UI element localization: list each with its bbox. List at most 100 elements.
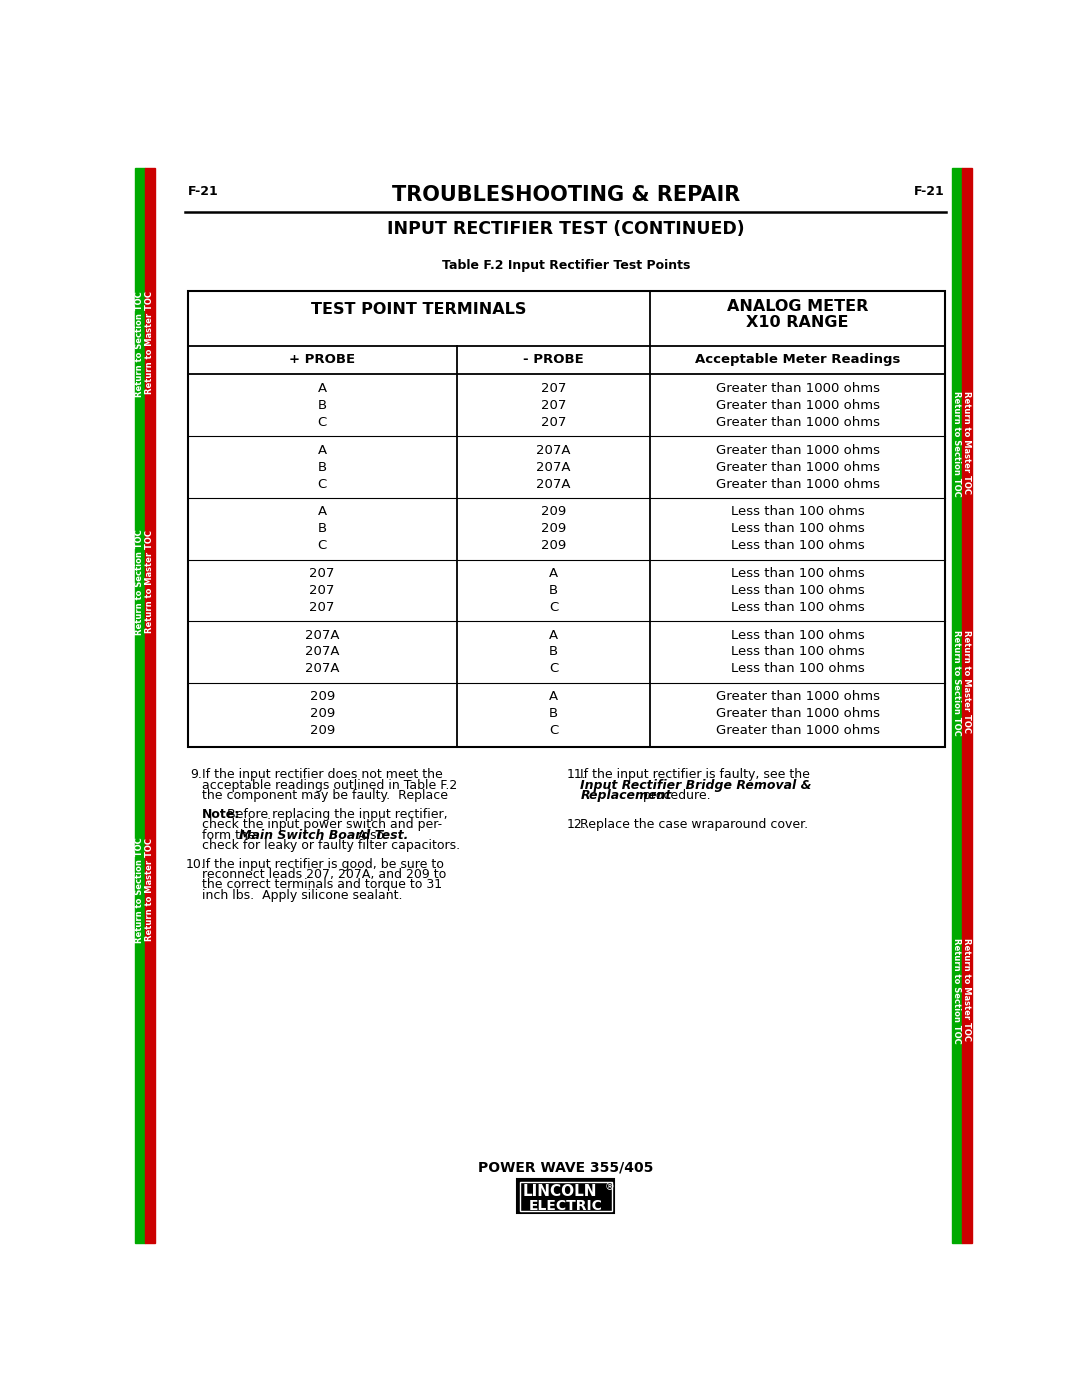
Text: Return to Master TOC: Return to Master TOC <box>962 391 971 495</box>
Text: Less than 100 ohms: Less than 100 ohms <box>731 567 864 580</box>
Text: Return to Section TOC: Return to Section TOC <box>951 937 961 1044</box>
Text: 207A: 207A <box>537 478 570 490</box>
Text: X10 RANGE: X10 RANGE <box>746 316 849 331</box>
Text: 209: 209 <box>310 724 335 738</box>
Bar <box>962 168 972 1243</box>
Text: Greater than 1000 ohms: Greater than 1000 ohms <box>716 400 879 412</box>
Text: A: A <box>549 690 558 703</box>
Text: If the input rectifier is faulty, see the: If the input rectifier is faulty, see th… <box>580 768 810 781</box>
Text: B: B <box>318 461 327 474</box>
Text: Greater than 1000 ohms: Greater than 1000 ohms <box>716 478 879 490</box>
Text: form the: form the <box>202 828 259 841</box>
Bar <box>188 291 945 746</box>
Text: 207: 207 <box>541 383 566 395</box>
Text: the correct terminals and torque to 31: the correct terminals and torque to 31 <box>202 879 442 891</box>
Text: A: A <box>318 444 327 457</box>
Text: B: B <box>318 400 327 412</box>
Text: - PROBE: - PROBE <box>523 353 584 366</box>
Text: Greater than 1000 ohms: Greater than 1000 ohms <box>716 690 879 703</box>
Text: Before replacing the input rectifier,: Before replacing the input rectifier, <box>227 807 448 821</box>
Text: Less than 100 ohms: Less than 100 ohms <box>731 539 864 552</box>
Text: 209: 209 <box>541 522 566 535</box>
Text: Replace the case wraparound cover.: Replace the case wraparound cover. <box>580 819 808 831</box>
Text: Less than 100 ohms: Less than 100 ohms <box>731 662 864 675</box>
Bar <box>951 168 962 1243</box>
Text: Less than 100 ohms: Less than 100 ohms <box>731 629 864 641</box>
Text: + PROBE: + PROBE <box>289 353 355 366</box>
Text: 207A: 207A <box>305 662 339 675</box>
Text: 207A: 207A <box>537 444 570 457</box>
Text: Less than 100 ohms: Less than 100 ohms <box>731 584 864 597</box>
Text: 209: 209 <box>541 539 566 552</box>
Text: 209: 209 <box>310 690 335 703</box>
Text: Greater than 1000 ohms: Greater than 1000 ohms <box>716 444 879 457</box>
Text: Also: Also <box>350 828 384 841</box>
Text: Return to Master TOC: Return to Master TOC <box>962 630 971 732</box>
Text: Greater than 1000 ohms: Greater than 1000 ohms <box>716 383 879 395</box>
Text: 207: 207 <box>310 567 335 580</box>
Text: LINCOLN: LINCOLN <box>523 1185 597 1199</box>
Text: Acceptable Meter Readings: Acceptable Meter Readings <box>694 353 901 366</box>
Text: POWER WAVE 355/405: POWER WAVE 355/405 <box>478 1161 653 1175</box>
Text: F-21: F-21 <box>188 184 218 197</box>
Text: 209: 209 <box>541 506 566 518</box>
Text: 207: 207 <box>541 416 566 429</box>
Text: 207A: 207A <box>537 461 570 474</box>
Text: ELECTRIC: ELECTRIC <box>529 1200 603 1214</box>
Text: inch lbs.  Apply silicone sealant.: inch lbs. Apply silicone sealant. <box>202 888 402 902</box>
Text: check the input power switch and per-: check the input power switch and per- <box>202 819 442 831</box>
Text: Return to Section TOC: Return to Section TOC <box>951 630 961 735</box>
Text: F-21: F-21 <box>914 184 945 197</box>
Text: B: B <box>549 707 558 719</box>
Text: Return to Section TOC: Return to Section TOC <box>135 291 144 397</box>
Text: INPUT RECTIFIER TEST (CONTINUED): INPUT RECTIFIER TEST (CONTINUED) <box>387 219 745 237</box>
Text: Less than 100 ohms: Less than 100 ohms <box>731 506 864 518</box>
Text: 209: 209 <box>310 707 335 719</box>
Text: Greater than 1000 ohms: Greater than 1000 ohms <box>716 416 879 429</box>
Text: 9.: 9. <box>190 768 202 781</box>
Text: 207A: 207A <box>305 629 339 641</box>
Text: the component may be faulty.  Replace: the component may be faulty. Replace <box>202 789 447 802</box>
Text: A: A <box>318 506 327 518</box>
Text: ®: ® <box>605 1182 615 1193</box>
Text: C: C <box>549 601 558 613</box>
Text: Greater than 1000 ohms: Greater than 1000 ohms <box>716 707 879 719</box>
Text: Note:: Note: <box>202 807 240 821</box>
Text: Input Rectifier Bridge Removal &: Input Rectifier Bridge Removal & <box>580 778 812 792</box>
Text: 10.: 10. <box>186 858 206 870</box>
Text: C: C <box>318 539 327 552</box>
Text: A: A <box>549 629 558 641</box>
Text: 12.: 12. <box>567 819 586 831</box>
Text: C: C <box>318 478 327 490</box>
Text: B: B <box>549 584 558 597</box>
Text: C: C <box>549 724 558 738</box>
Text: procedure.: procedure. <box>639 789 711 802</box>
Text: Less than 100 ohms: Less than 100 ohms <box>731 522 864 535</box>
Text: Return to Master TOC: Return to Master TOC <box>962 937 971 1041</box>
Text: Table F.2 Input Rectifier Test Points: Table F.2 Input Rectifier Test Points <box>442 258 690 271</box>
Text: ANALOG METER: ANALOG METER <box>727 299 868 313</box>
Text: 207A: 207A <box>305 645 339 658</box>
Text: C: C <box>549 662 558 675</box>
Text: Less than 100 ohms: Less than 100 ohms <box>731 645 864 658</box>
Text: B: B <box>318 522 327 535</box>
Text: 207: 207 <box>541 400 566 412</box>
Text: Replacement: Replacement <box>580 789 672 802</box>
Text: acceptable readings outlined in Table F.2: acceptable readings outlined in Table F.… <box>202 778 457 792</box>
Text: If the input rectifier does not meet the: If the input rectifier does not meet the <box>202 768 443 781</box>
Text: C: C <box>318 416 327 429</box>
Text: check for leaky or faulty filter capacitors.: check for leaky or faulty filter capacit… <box>202 840 460 852</box>
Text: Less than 100 ohms: Less than 100 ohms <box>731 601 864 613</box>
Text: If the input rectifier is good, be sure to: If the input rectifier is good, be sure … <box>202 858 444 870</box>
Text: Greater than 1000 ohms: Greater than 1000 ohms <box>716 724 879 738</box>
Text: B: B <box>549 645 558 658</box>
Bar <box>135 168 145 1243</box>
Text: 207: 207 <box>310 601 335 613</box>
Text: TEST POINT TERMINALS: TEST POINT TERMINALS <box>311 302 527 317</box>
Text: 207: 207 <box>310 584 335 597</box>
Text: Return to Master TOC: Return to Master TOC <box>145 529 154 633</box>
Text: 11.: 11. <box>567 768 586 781</box>
Text: Return to Master TOC: Return to Master TOC <box>145 838 154 940</box>
Bar <box>517 1179 615 1214</box>
Text: Return to Master TOC: Return to Master TOC <box>145 291 154 394</box>
